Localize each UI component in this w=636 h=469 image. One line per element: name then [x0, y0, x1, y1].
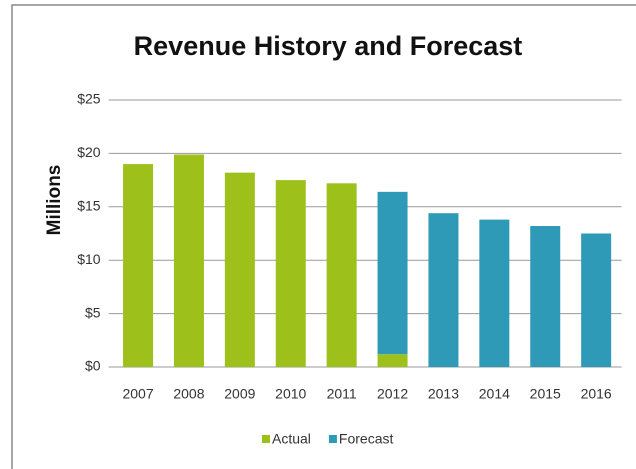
x-tick-label: 2015 — [530, 386, 561, 402]
y-tick-label: $5 — [85, 304, 101, 320]
x-tick-label: 2012 — [377, 386, 408, 402]
x-tick-label: 2009 — [224, 386, 255, 402]
y-tick-label: $15 — [77, 198, 101, 214]
bar — [326, 183, 357, 367]
x-tick-label: 2008 — [173, 386, 204, 402]
chart-title: Revenue History and Forecast — [134, 31, 523, 61]
bar — [581, 233, 612, 367]
x-tick-label: 2013 — [428, 386, 459, 402]
legend-label: Actual — [272, 431, 311, 447]
x-tick-label: 2010 — [275, 386, 306, 402]
y-tick-label: $20 — [77, 144, 101, 160]
y-tick-label: $0 — [85, 358, 101, 374]
bar — [123, 164, 154, 367]
bar — [530, 226, 561, 367]
bar — [173, 154, 204, 367]
bar — [275, 180, 306, 367]
x-tick-label: 2011 — [327, 386, 357, 402]
bar — [224, 172, 255, 367]
bar — [479, 219, 510, 367]
y-axis-label: Millions — [44, 165, 65, 236]
legend-swatch — [262, 435, 270, 443]
y-tick-label: $10 — [77, 251, 101, 267]
x-tick-label: 2016 — [581, 386, 612, 402]
bar — [377, 191, 408, 355]
legend-swatch — [328, 435, 337, 443]
bar — [428, 213, 459, 367]
bar — [377, 354, 408, 367]
legend-label: Forecast — [339, 431, 394, 447]
x-tick-label: 2014 — [479, 386, 510, 402]
x-tick-label: 2007 — [122, 386, 153, 402]
y-tick-label: $25 — [77, 91, 101, 107]
